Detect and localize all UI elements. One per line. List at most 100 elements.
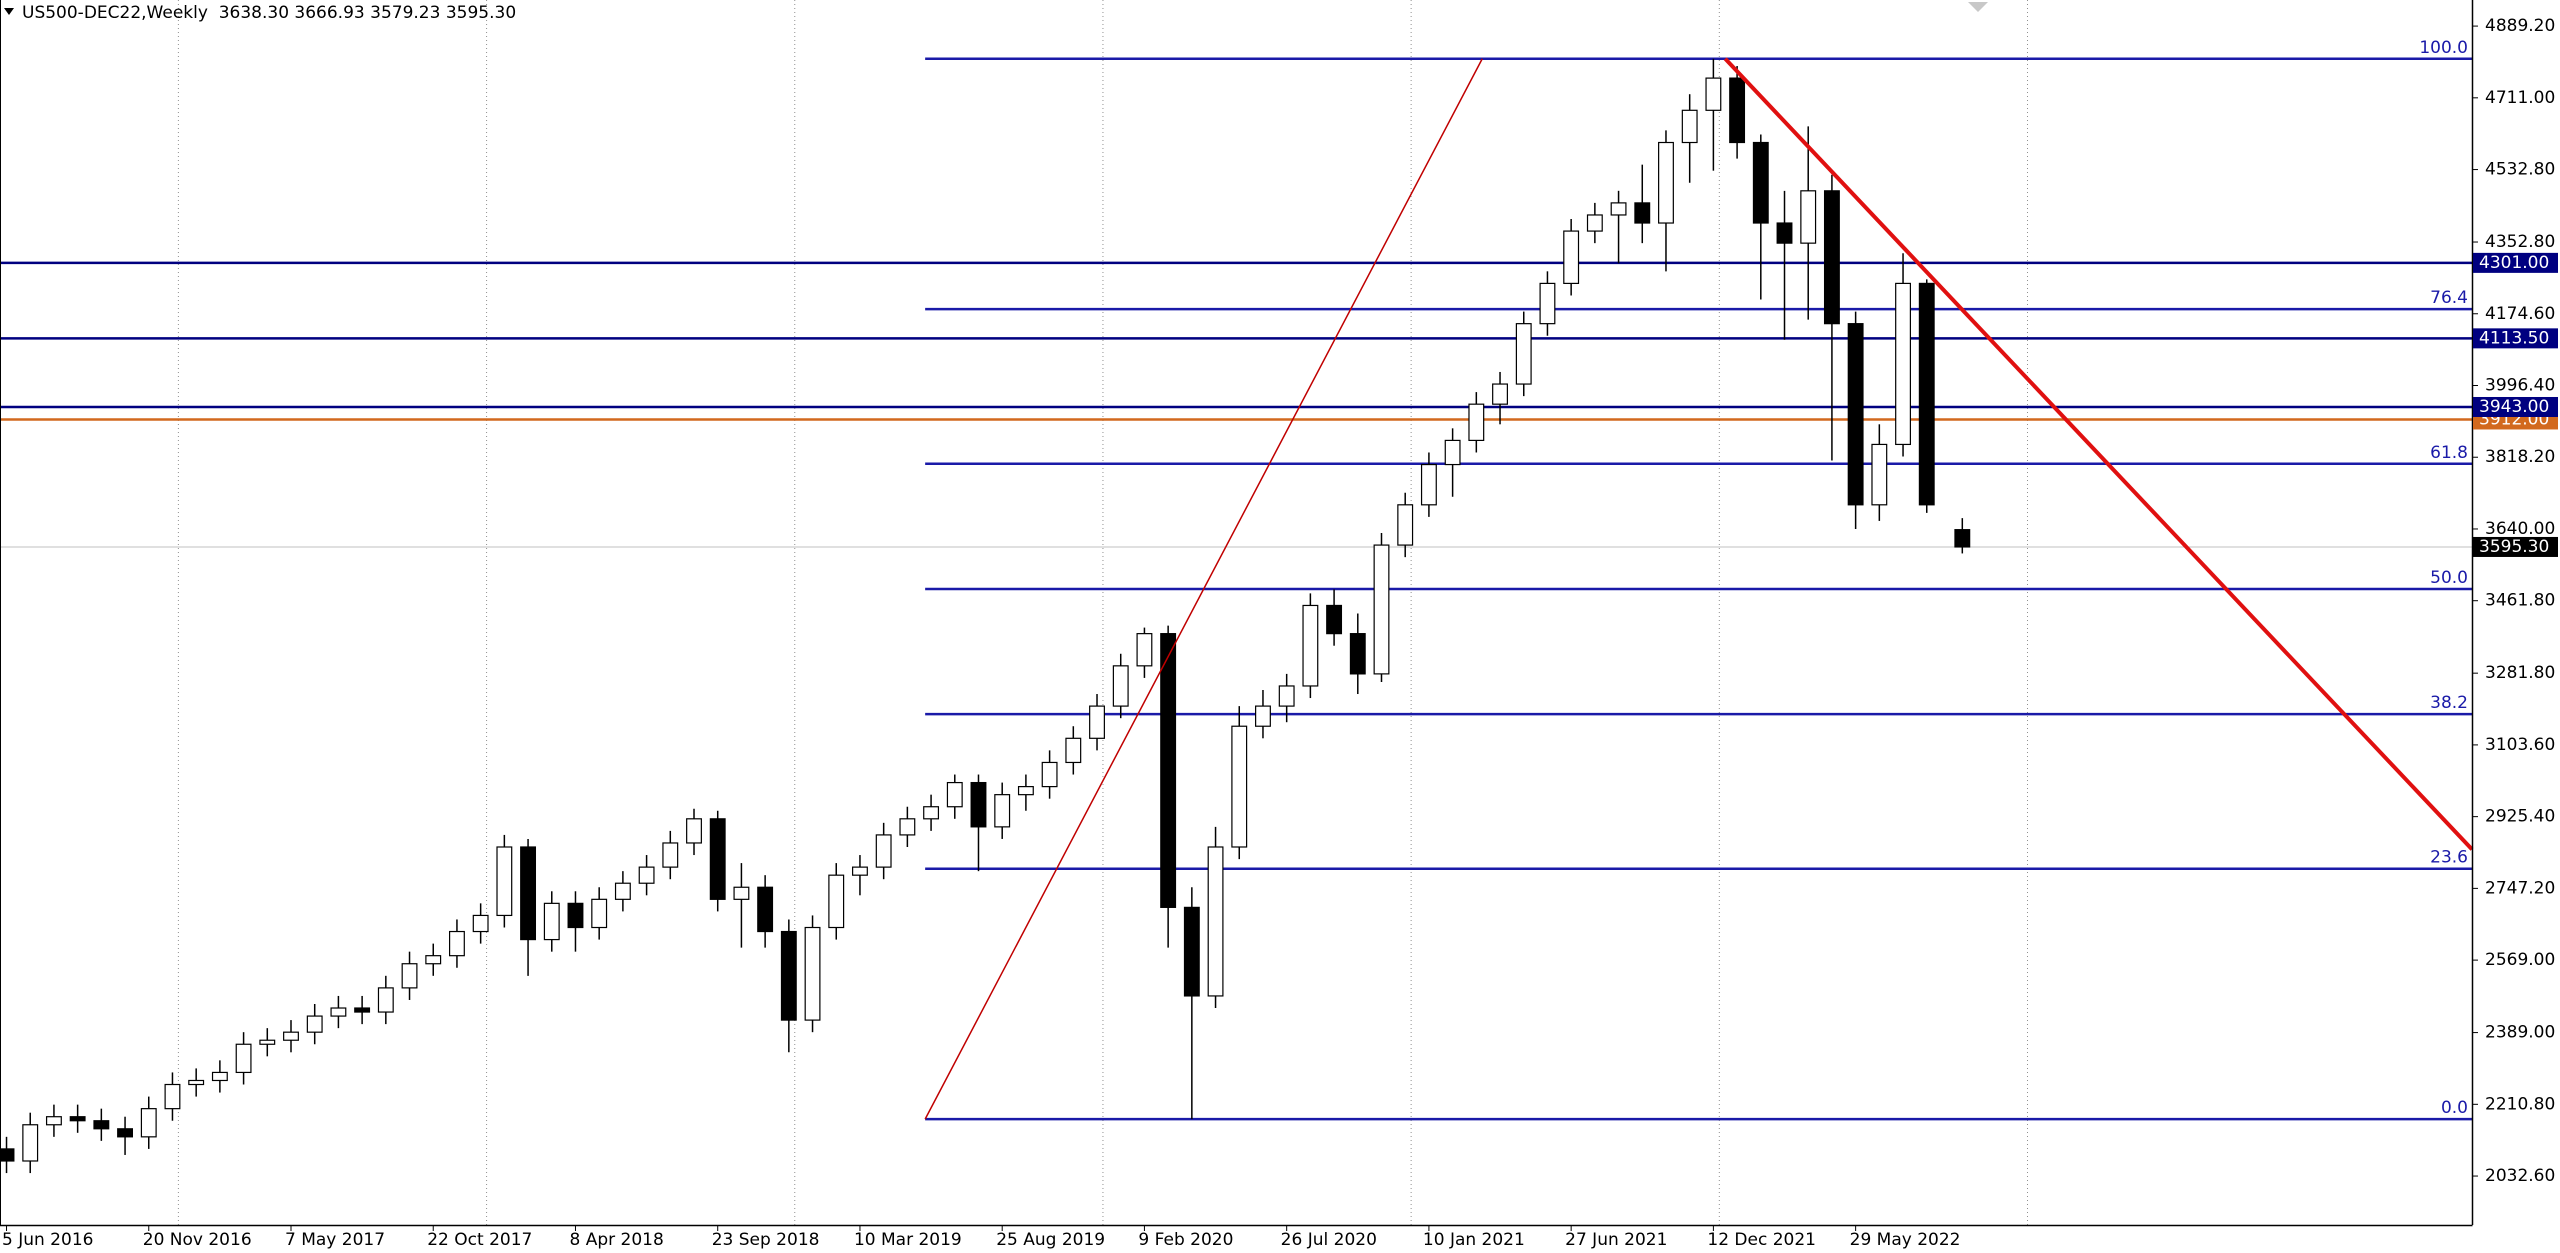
candle-body [1776,222,1793,244]
candle-body [567,902,584,929]
candle-body [946,781,963,808]
candle-body [1373,544,1390,675]
candle-body [970,781,987,828]
candle-body [211,1071,228,1082]
candle-body [1065,737,1082,764]
candle-body [1492,383,1508,405]
trendline [924,58,1483,1120]
candle-body [1255,705,1271,727]
level-box [2473,252,2558,273]
candle-body [235,1043,252,1074]
candle-body [377,987,394,1013]
y-tick-label: 4352.80 [2485,232,2555,252]
candle-body [1349,633,1366,675]
candle-body [1136,633,1153,667]
candle-body [804,926,821,1021]
candle-body [330,1007,347,1017]
candle-body [1658,141,1674,224]
candle-body [1634,202,1651,224]
candle-body [1823,190,1840,325]
candle-body [1397,504,1414,546]
candle-body [496,846,513,917]
y-tick-label: 2210.80 [2485,1094,2555,1114]
menu-triangle[interactable] [4,8,14,15]
fib-label: 50.0 [2430,568,2468,588]
candle-body [1800,190,1817,244]
candle-body [923,806,940,820]
x-tick-label: 20 Nov 2016 [143,1230,252,1250]
candle-body [1563,230,1580,285]
y-tick-label: 4174.60 [2485,304,2555,324]
y-tick-label: 3281.80 [2485,663,2555,683]
x-tick-label: 23 Sep 2018 [712,1230,820,1250]
candle-body [1444,439,1461,466]
candle-body [1326,604,1343,635]
candle-body [852,866,868,876]
x-tick-label: 7 May 2017 [285,1230,385,1250]
x-tick-label: 8 Apr 2018 [569,1230,663,1250]
fib-label: 38.2 [2430,693,2468,713]
candle-body [1752,141,1769,224]
candle-body [306,1015,323,1033]
candle-body [188,1079,205,1086]
candle-body [994,794,1011,828]
x-tick-label: 10 Jan 2021 [1423,1230,1525,1250]
candle-body [520,846,537,941]
candle-body [22,1124,39,1162]
candle-body [93,1120,110,1130]
candle-body [1112,665,1129,707]
candle-body [1705,77,1722,111]
candle-body [591,898,608,929]
candle-body [0,1148,15,1162]
candle-body [1610,202,1627,216]
candle-body [45,1116,62,1126]
chart-header: US500-DEC22,Weekly 3638.30 3666.93 3579.… [22,3,516,23]
level-label: 3943.00 [2479,397,2549,417]
grid [0,0,2472,1225]
candle-body [1017,786,1034,796]
x-tick-label: 29 May 2022 [1850,1230,1961,1250]
candle-body [1586,214,1603,232]
candle-body [1681,109,1698,144]
candle-body [1160,633,1177,908]
level-label: 4113.50 [2479,328,2549,348]
candle-body [1895,282,1911,446]
last-price-box [2473,536,2558,557]
candle-body [1041,761,1058,788]
shift-marker [1968,2,1988,12]
candle-body [757,886,774,933]
candle-body [1871,443,1888,506]
candle-body [401,963,418,989]
fib-label: 76.4 [2430,288,2468,308]
candle-body [140,1108,157,1138]
candle-body [1207,846,1224,997]
fib-label: 0.0 [2441,1098,2468,1118]
y-tick-label: 2747.20 [2485,878,2555,898]
candle-body [1539,282,1556,325]
x-tick-label: 26 Jul 2020 [1281,1230,1377,1250]
candle-body [1420,463,1437,506]
candle-body [1468,403,1485,442]
candle-body [354,1007,371,1013]
level-label: 4301.00 [2479,253,2549,273]
marks [0,57,2474,1174]
candle-body [899,818,916,836]
candle-body [614,882,631,900]
fib-label: 100.0 [2419,38,2468,58]
level-box [2473,396,2558,417]
candle-body [1515,323,1532,385]
candle-body [425,955,442,965]
x-tick-label: 5 Jun 2016 [2,1230,93,1250]
candle-body [69,1116,86,1122]
y-tick-label: 3818.20 [2485,447,2555,467]
candle-body [780,930,797,1021]
x-tick-label: 22 Oct 2017 [427,1230,532,1250]
candle-body [686,818,702,844]
candle-body [1089,705,1105,739]
candle-body [472,914,489,933]
candle-body [448,930,465,957]
candle-body [1954,529,1971,548]
candle-body [164,1083,181,1110]
